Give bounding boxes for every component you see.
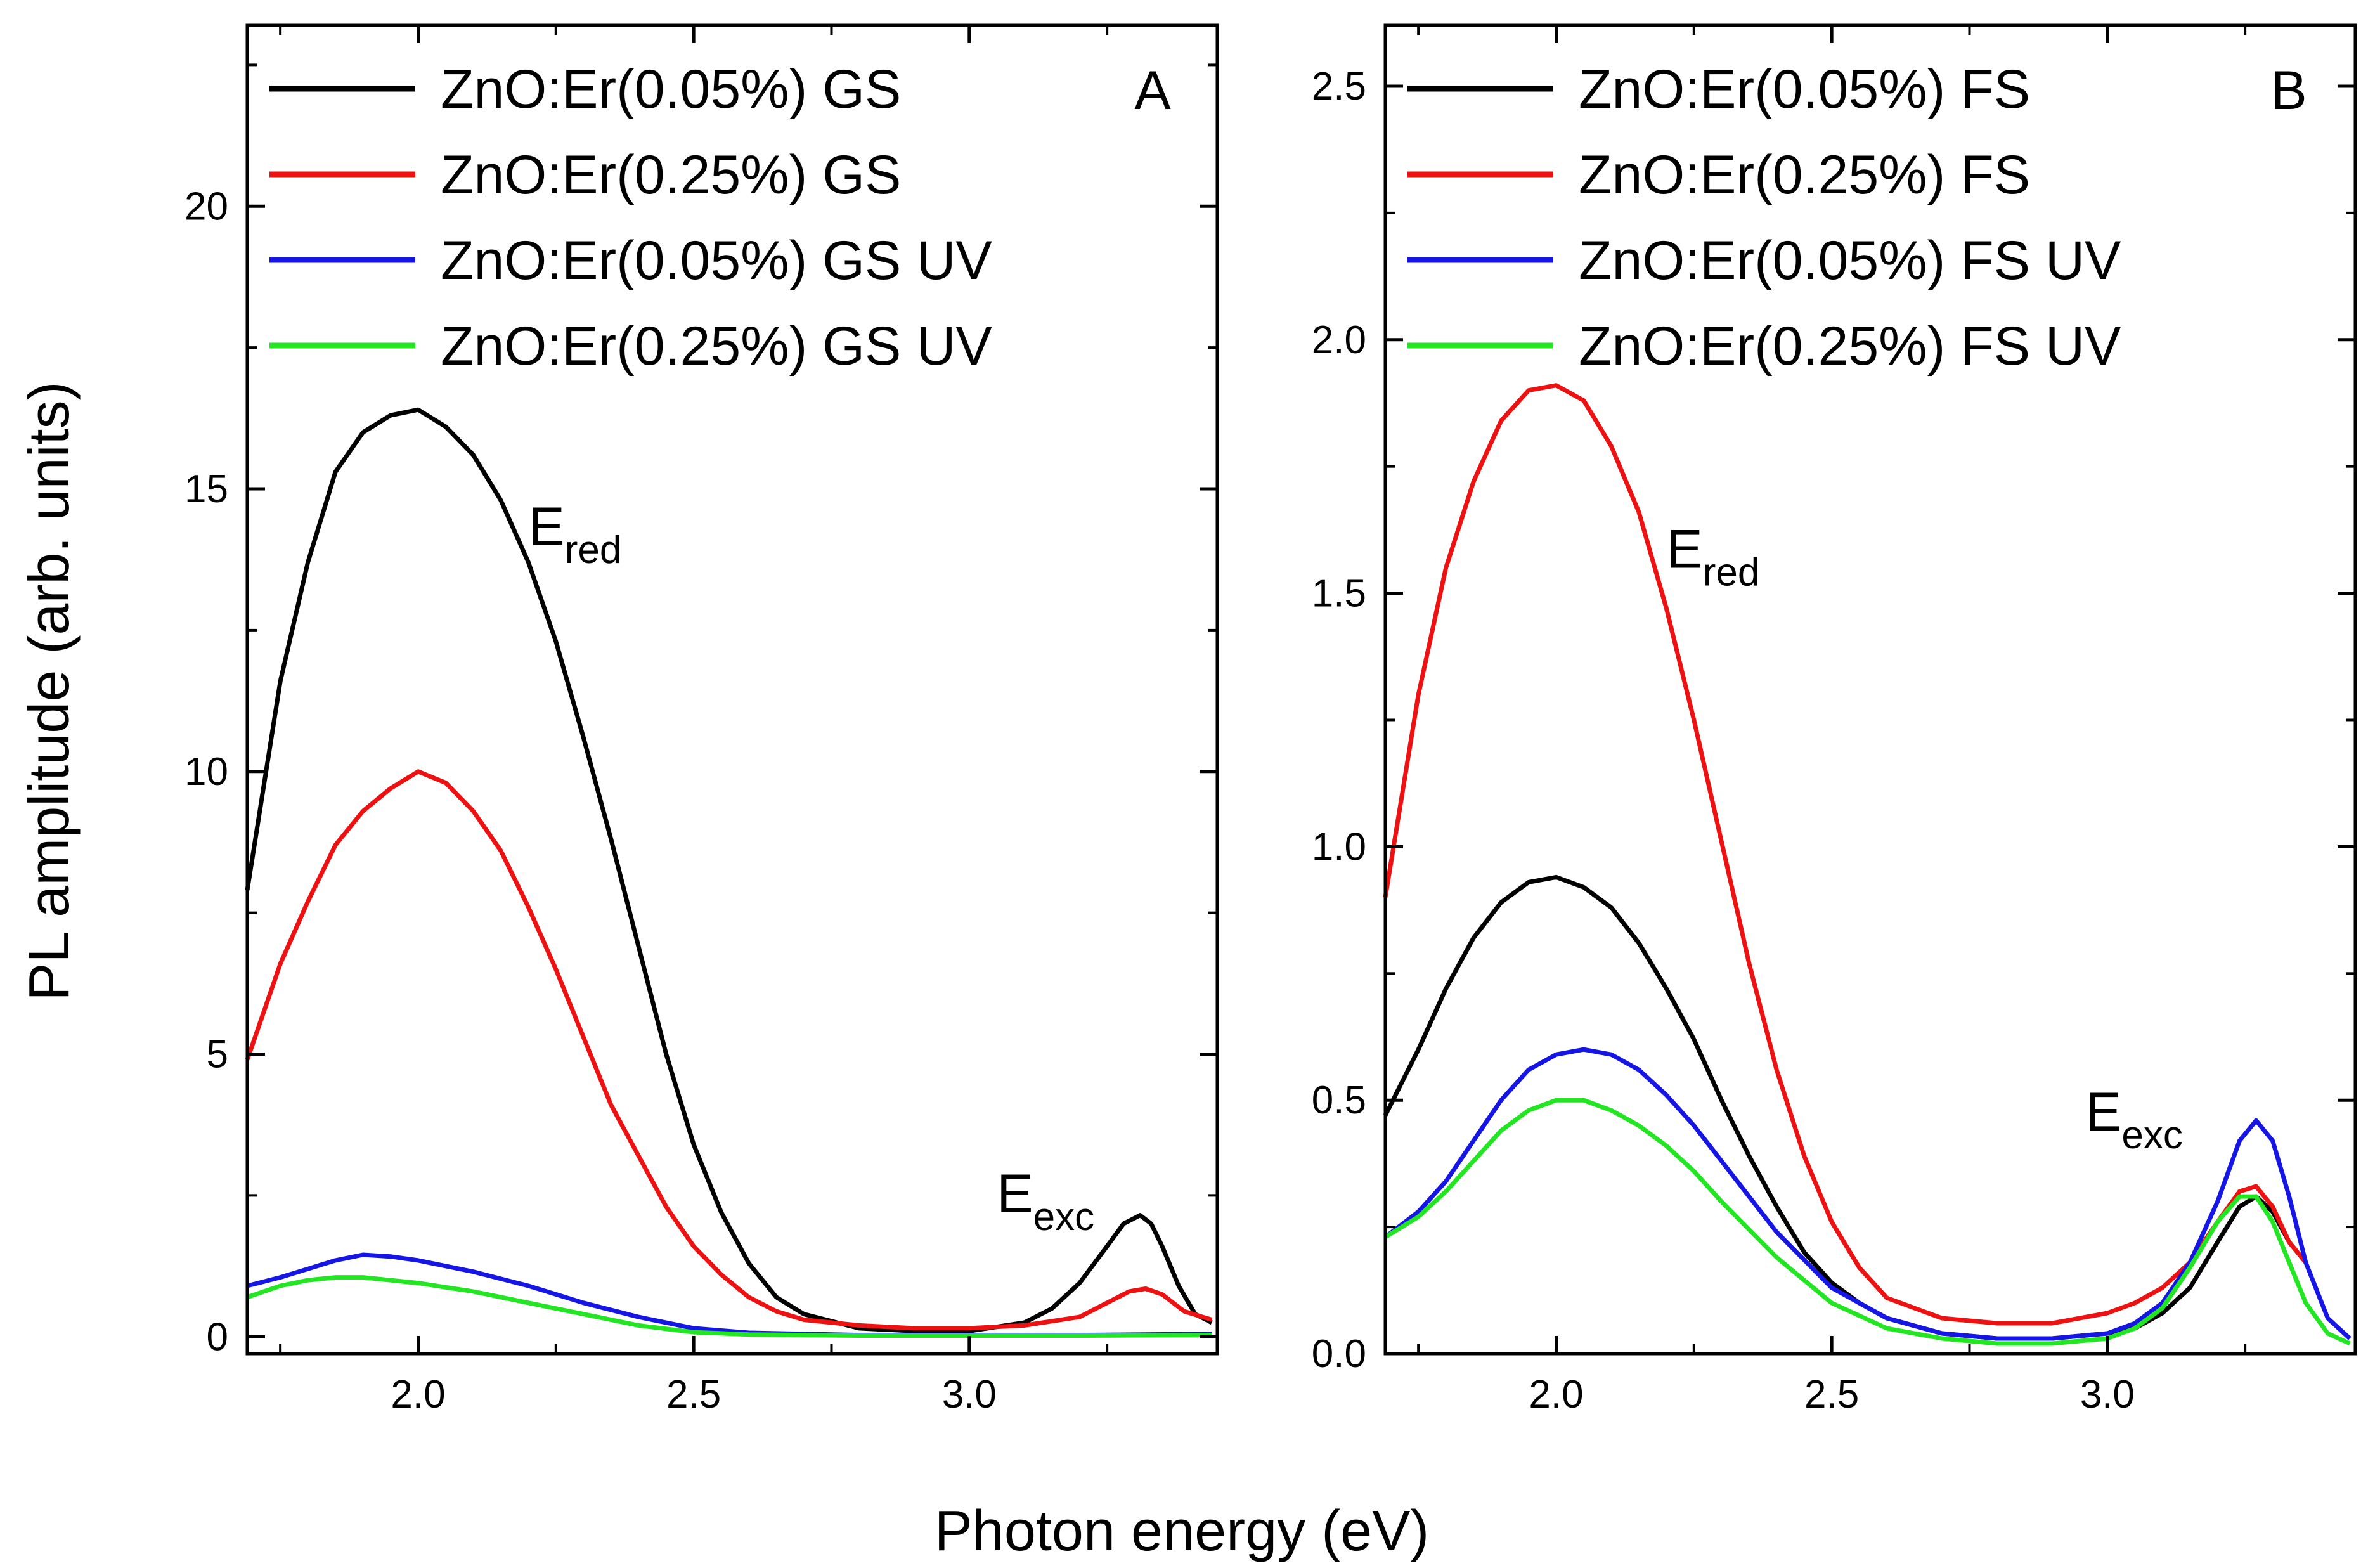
panel-a-legend: ZnO:Er(0.05%) GS ZnO:Er(0.25%) GS ZnO:Er(0… [269, 59, 992, 377]
panel-b-y-tick-label: 0.5 [1312, 1079, 1366, 1122]
panel-a-legend-label-4: ZnO:Er(0.25%) GS UV [441, 316, 992, 377]
panel-a-legend-label-1: ZnO:Er(0.05%) GS [441, 59, 901, 120]
panel-b-y-tick-label: 2.5 [1312, 65, 1366, 108]
panel-a-y-tick-label: 15 [184, 467, 228, 511]
panel-a-y-tick-label: 5 [207, 1033, 228, 1077]
panel-b-series-line-3 [1383, 1047, 2352, 1341]
panel-b-series [1383, 383, 2352, 1346]
panel-b-legend-label-2: ZnO:Er(0.25%) FS [1579, 145, 2030, 205]
panel-a-series-line-1 [245, 407, 1213, 1333]
panel-a-y-tick-label: 0 [207, 1315, 228, 1359]
panel-a-x-tick-label: 2.5 [666, 1373, 721, 1416]
panel-b-x-tick-label: 2.0 [1529, 1373, 1583, 1416]
panel-b-series-line-1 [1383, 874, 2308, 1341]
panel-b-y-tick-label: 2.0 [1312, 318, 1366, 362]
panel-b: 2.0 2.5 3.0 0.0 0.5 1.0 1.5 2.0 2.5 ZnO:Er(0.05%… [1312, 23, 2357, 1416]
panel-a-legend-label-3: ZnO:Er(0.05%) GS UV [441, 230, 992, 291]
panel-a-legend-label-2: ZnO:Er(0.25%) GS [441, 145, 901, 205]
panel-b-x-tick-label: 2.5 [1804, 1373, 1859, 1416]
panel-b-frame [1383, 23, 2357, 1356]
panel-b-legend-label-3: ZnO:Er(0.05%) FS UV [1579, 230, 2121, 291]
panel-b-legend: ZnO:Er(0.05%) FS ZnO:Er(0.25%) FS ZnO:Er(0… [1407, 59, 2121, 377]
panel-a-series [245, 407, 1213, 1338]
panel-b-y-tick-label: 1.0 [1312, 825, 1366, 869]
panel-a-letter: A [1134, 60, 1171, 121]
panel-a-series-line-2 [245, 769, 1213, 1331]
panel-a-series-line-4 [246, 1275, 1212, 1338]
panel-b-legend-label-4: ZnO:Er(0.25%) FS UV [1579, 316, 2121, 377]
panel-b-legend-label-1: ZnO:Er(0.05%) FS [1579, 59, 2030, 120]
panel-a-frame [245, 23, 1219, 1356]
panel-b-y-tick-label: 0.0 [1312, 1332, 1366, 1376]
panel-a-ticks: 2.0 2.5 3.0 0 5 10 15 20 [184, 25, 1217, 1416]
panel-a-x-tick-label: 3.0 [942, 1373, 997, 1416]
panel-a-x-tick-label: 2.0 [391, 1373, 445, 1416]
panel-a-y-tick-label: 20 [184, 185, 228, 228]
panel-b-series-line-4 [1384, 1098, 2351, 1346]
y-axis-title: PL amplitude (arb. units) [18, 381, 81, 1001]
panel-b-x-tick-label: 3.0 [2080, 1373, 2135, 1416]
x-axis-title: Photon energy (eV) [935, 1500, 1429, 1563]
panel-b-ticks: 2.0 2.5 3.0 0.0 0.5 1.0 1.5 2.0 2.5 [1312, 25, 2355, 1416]
panel-b-letter: B [2270, 60, 2307, 121]
panel-a-y-tick-label: 10 [184, 750, 228, 794]
panel-b-y-tick-label: 1.5 [1312, 572, 1366, 616]
